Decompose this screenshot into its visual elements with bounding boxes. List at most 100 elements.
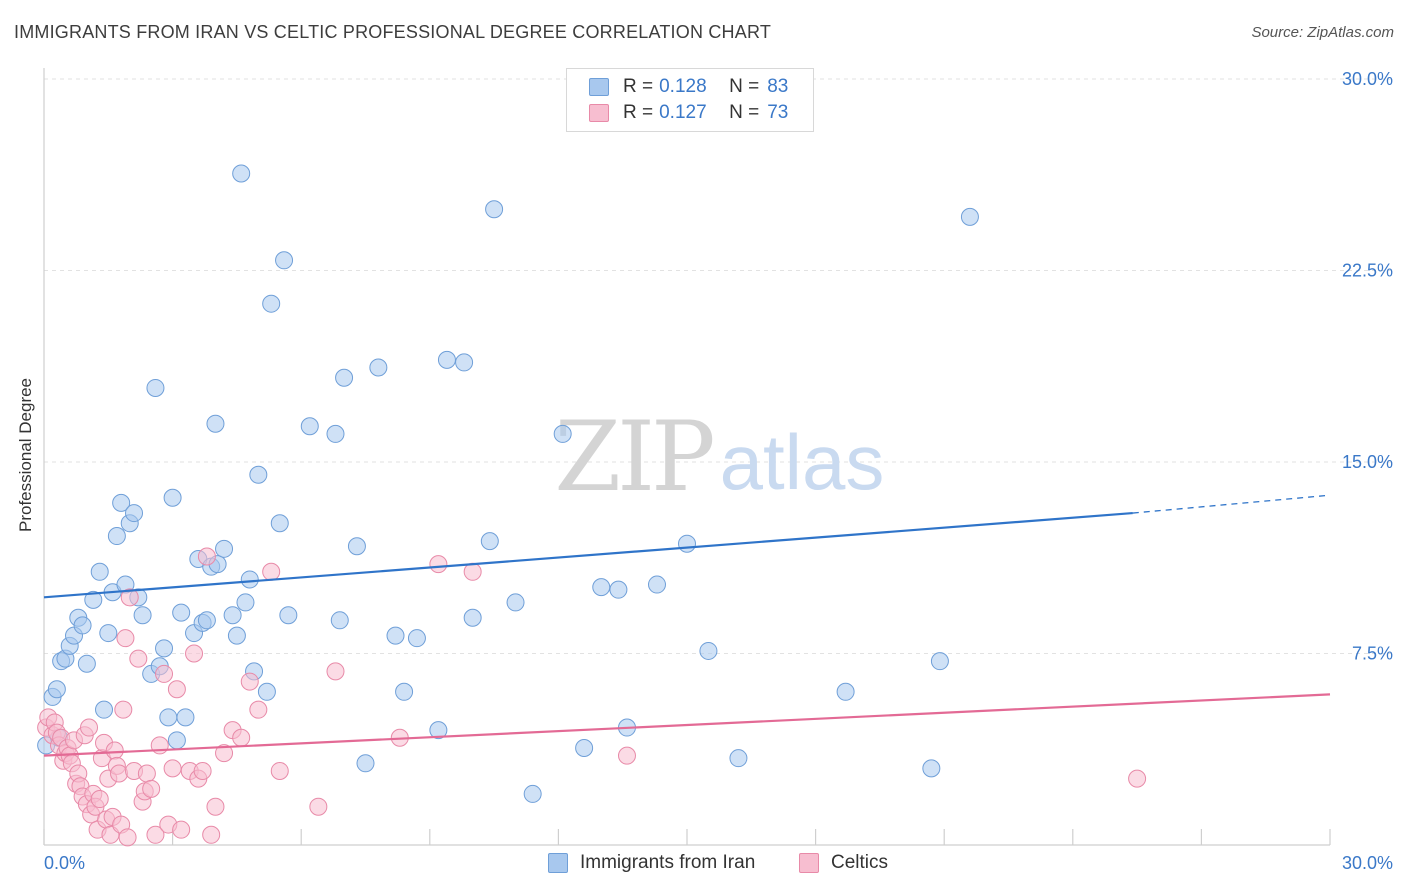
data-point-iran [429, 721, 448, 740]
data-point-iran [172, 603, 191, 622]
y-tick-label: 15.0% [1342, 452, 1393, 472]
data-point-iran [197, 611, 216, 630]
chart-title: IMMIGRANTS FROM IRAN VS CELTIC PROFESSIO… [14, 22, 772, 42]
data-point-iran [159, 708, 178, 727]
data-point-celtics [116, 629, 135, 648]
data-point-iran [506, 593, 525, 612]
y-tick-label: 30.0% [1342, 69, 1393, 89]
legend-r-label: R = [623, 76, 654, 97]
data-point-celtics [429, 555, 448, 574]
data-point-iran [922, 759, 941, 778]
data-point-celtics [193, 761, 212, 780]
legend-r-value: 0.127 [659, 102, 707, 123]
data-point-iran [77, 654, 96, 673]
data-points [37, 164, 1147, 847]
data-point-iran [485, 200, 504, 219]
x-tick-label-max: 30.0% [1342, 853, 1393, 873]
data-point-iran [575, 738, 594, 757]
data-point-iran [232, 164, 251, 183]
data-point-iran [407, 629, 426, 648]
data-point-celtics [105, 741, 124, 760]
data-point-iran [699, 641, 718, 660]
data-point-iran [262, 294, 281, 313]
data-point-iran [257, 682, 276, 701]
data-point-iran [347, 537, 366, 556]
data-point-iran [455, 353, 474, 372]
data-point-iran [146, 378, 165, 397]
data-point-iran [836, 682, 855, 701]
correlation-legend: R = 0.128 N = 83 R = 0.127 N = 73 [566, 68, 814, 132]
legend-row-iran: R = 0.128 N = 83 [589, 74, 788, 100]
data-point-celtics [90, 790, 109, 809]
data-point-iran [223, 606, 242, 625]
data-point-celtics [129, 649, 148, 668]
data-point-celtics [163, 759, 182, 778]
data-point-iran [47, 680, 66, 699]
data-point-celtics [309, 797, 328, 816]
data-point-iran [84, 590, 103, 609]
data-point-celtics [114, 700, 133, 719]
data-point-iran [155, 639, 174, 658]
y-tick-label: 22.5% [1342, 261, 1393, 281]
data-point-iran [356, 754, 375, 773]
data-point-celtics [120, 588, 139, 607]
series-label-celtics: Celtics [831, 852, 889, 873]
data-point-celtics [249, 700, 268, 719]
data-point-iran [523, 784, 542, 803]
data-point-celtics [167, 680, 186, 699]
legend-r-label: R = [623, 102, 654, 123]
data-point-iran [437, 350, 456, 369]
gridlines [44, 78, 1392, 654]
data-point-celtics [326, 662, 345, 681]
data-point-iran [112, 493, 131, 512]
watermark-atlas: atlas [720, 418, 885, 506]
data-point-iran [107, 527, 126, 546]
series-legend-celtics[interactable]: Celtics [799, 852, 888, 874]
data-point-celtics [110, 764, 129, 783]
source-credit: Source: ZipAtlas.com [1251, 24, 1394, 41]
data-point-celtics [240, 672, 259, 691]
data-point-iran [960, 207, 979, 226]
data-point-iran [90, 562, 109, 581]
data-point-iran [647, 575, 666, 594]
legend-swatch-celtics [589, 104, 609, 122]
x-tick-label-min: 0.0% [44, 853, 85, 873]
data-point-celtics [142, 779, 161, 798]
data-point-iran [279, 606, 298, 625]
data-point-iran [369, 358, 388, 377]
data-point-celtics [155, 664, 174, 683]
data-point-celtics [118, 828, 137, 847]
legend-n-label: N = [729, 102, 760, 123]
data-point-celtics [215, 744, 234, 763]
trend-line-iran-extrapolated [1132, 494, 1331, 514]
data-point-iran [249, 465, 268, 484]
watermark: ZIP atlas [554, 401, 884, 513]
data-point-iran [330, 611, 349, 630]
data-point-iran [99, 624, 118, 643]
data-point-celtics [206, 797, 225, 816]
data-point-iran [275, 251, 294, 270]
data-point-celtics [202, 825, 221, 844]
legend-row-celtics: R = 0.127 N = 73 [589, 100, 788, 126]
series-legend: Immigrants from Iran Celtics [0, 852, 1406, 878]
data-point-iran [553, 424, 572, 443]
legend-n-label: N = [729, 76, 760, 97]
data-point-celtics [617, 746, 636, 765]
data-point-iran [678, 534, 696, 553]
data-point-iran [133, 606, 152, 625]
data-point-celtics [80, 718, 99, 737]
trend-line-celtics [43, 693, 1331, 757]
trend-line-iran [43, 511, 1133, 599]
data-point-iran [270, 514, 289, 533]
data-point-celtics [172, 820, 191, 839]
series-swatch-iran [548, 853, 568, 873]
data-point-iran [463, 608, 482, 627]
data-point-iran [95, 700, 114, 719]
legend-n-value: 73 [767, 102, 789, 123]
series-legend-iran[interactable]: Immigrants from Iran [548, 852, 755, 874]
data-point-iran [395, 682, 414, 701]
data-point-iran [227, 626, 246, 645]
data-point-iran [335, 368, 354, 387]
data-point-celtics [232, 728, 251, 747]
